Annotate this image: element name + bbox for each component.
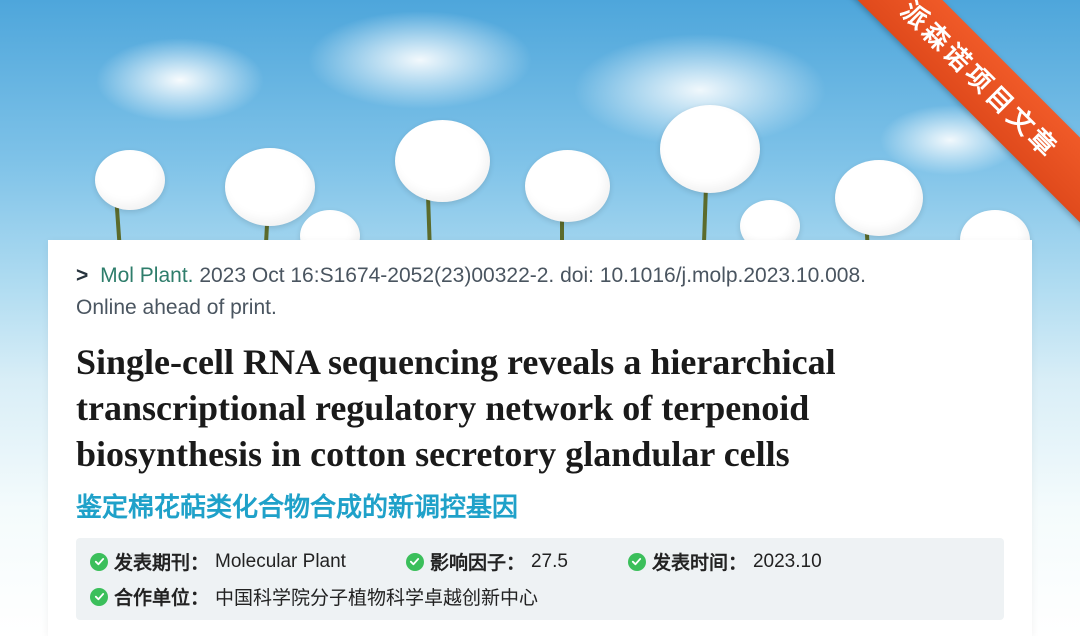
meta-journal: 发表期刊： Molecular Plant — [90, 548, 346, 575]
article-subtitle-cn: 鉴定棉花萜类化合物合成的新调控基因 — [76, 487, 1004, 524]
chevron-right-icon: > — [76, 264, 88, 287]
cotton-boll — [225, 148, 315, 226]
cotton-boll — [660, 105, 760, 193]
citation-details: 2023 Oct 16:S1674-2052(23)00322-2. doi: … — [199, 264, 866, 287]
cotton-boll — [395, 120, 490, 202]
check-icon — [90, 553, 108, 571]
meta-impact-factor: 影响因子： 27.5 — [406, 548, 568, 575]
cotton-boll — [525, 150, 610, 222]
meta-label: 影响因子： — [430, 548, 525, 575]
citation-line: > Mol Plant. 2023 Oct 16:S1674-2052(23)0… — [76, 260, 1004, 323]
cotton-boll — [95, 150, 165, 210]
meta-value: Molecular Plant — [215, 551, 346, 573]
check-icon — [406, 553, 424, 571]
meta-value: 2023.10 — [753, 551, 822, 573]
meta-box: 发表期刊： Molecular Plant 影响因子： 27.5 发表时间： 2… — [76, 538, 1004, 620]
article-card: > Mol Plant. 2023 Oct 16:S1674-2052(23)0… — [48, 240, 1032, 636]
citation-status: Online ahead of print. — [76, 296, 277, 319]
journal-abbrev[interactable]: Mol Plant. — [100, 264, 193, 287]
cotton-boll — [835, 160, 923, 236]
meta-label: 合作单位： — [114, 583, 209, 610]
check-icon — [628, 553, 646, 571]
meta-value: 27.5 — [531, 551, 568, 573]
article-title: Single-cell RNA sequencing reveals a hie… — [76, 339, 1004, 477]
meta-value: 中国科学院分子植物科学卓越创新中心 — [215, 583, 538, 610]
meta-label: 发表时间： — [652, 548, 747, 575]
meta-label: 发表期刊： — [114, 548, 209, 575]
meta-partner: 合作单位： 中国科学院分子植物科学卓越创新中心 — [90, 583, 538, 610]
check-icon — [90, 588, 108, 606]
meta-pubdate: 发表时间： 2023.10 — [628, 548, 822, 575]
